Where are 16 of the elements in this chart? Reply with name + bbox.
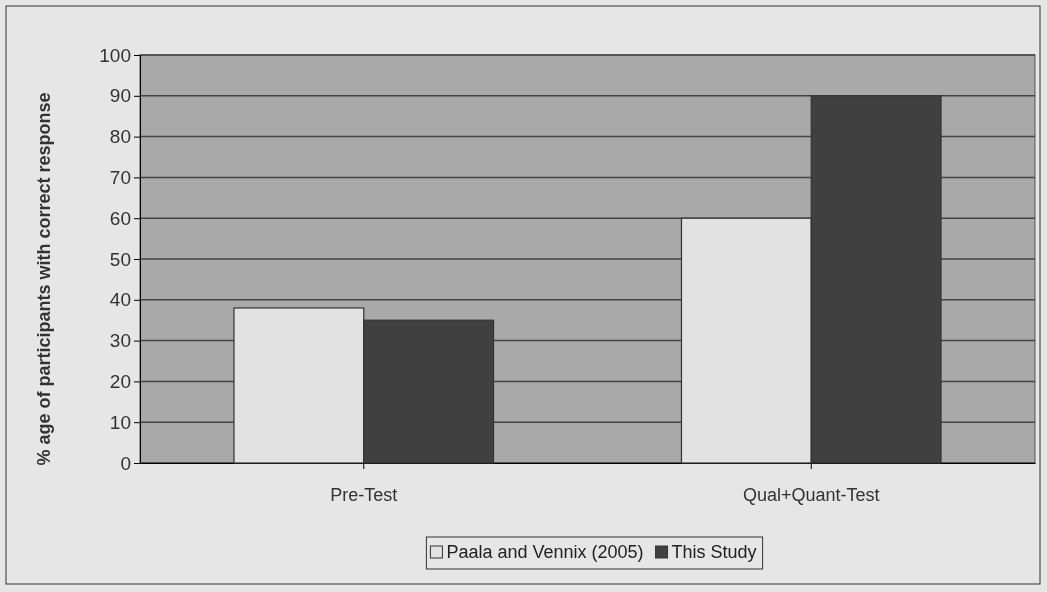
y-tick-label: 90 [109, 85, 131, 107]
y-tick-label: 80 [109, 126, 131, 148]
y-tick-label: 100 [99, 44, 131, 66]
y-tick-label: 40 [109, 289, 131, 311]
legend-label: This Study [671, 542, 757, 562]
legend-label: Paala and Vennix (2005) [446, 542, 644, 562]
y-tick-label: 50 [109, 248, 131, 270]
y-tick-label: 0 [120, 452, 131, 474]
y-tick-label: 30 [109, 330, 131, 352]
y-tick-label: 60 [109, 207, 131, 229]
y-tick-label: 20 [109, 370, 131, 392]
y-tick-label: 70 [109, 166, 131, 188]
y-axis-title: % age of participants with correct response [34, 92, 54, 466]
x-tick-label: Qual+Quant-Test [742, 484, 880, 505]
y-tick-label: 10 [109, 411, 131, 433]
x-tick-label: Pre-Test [330, 484, 398, 505]
